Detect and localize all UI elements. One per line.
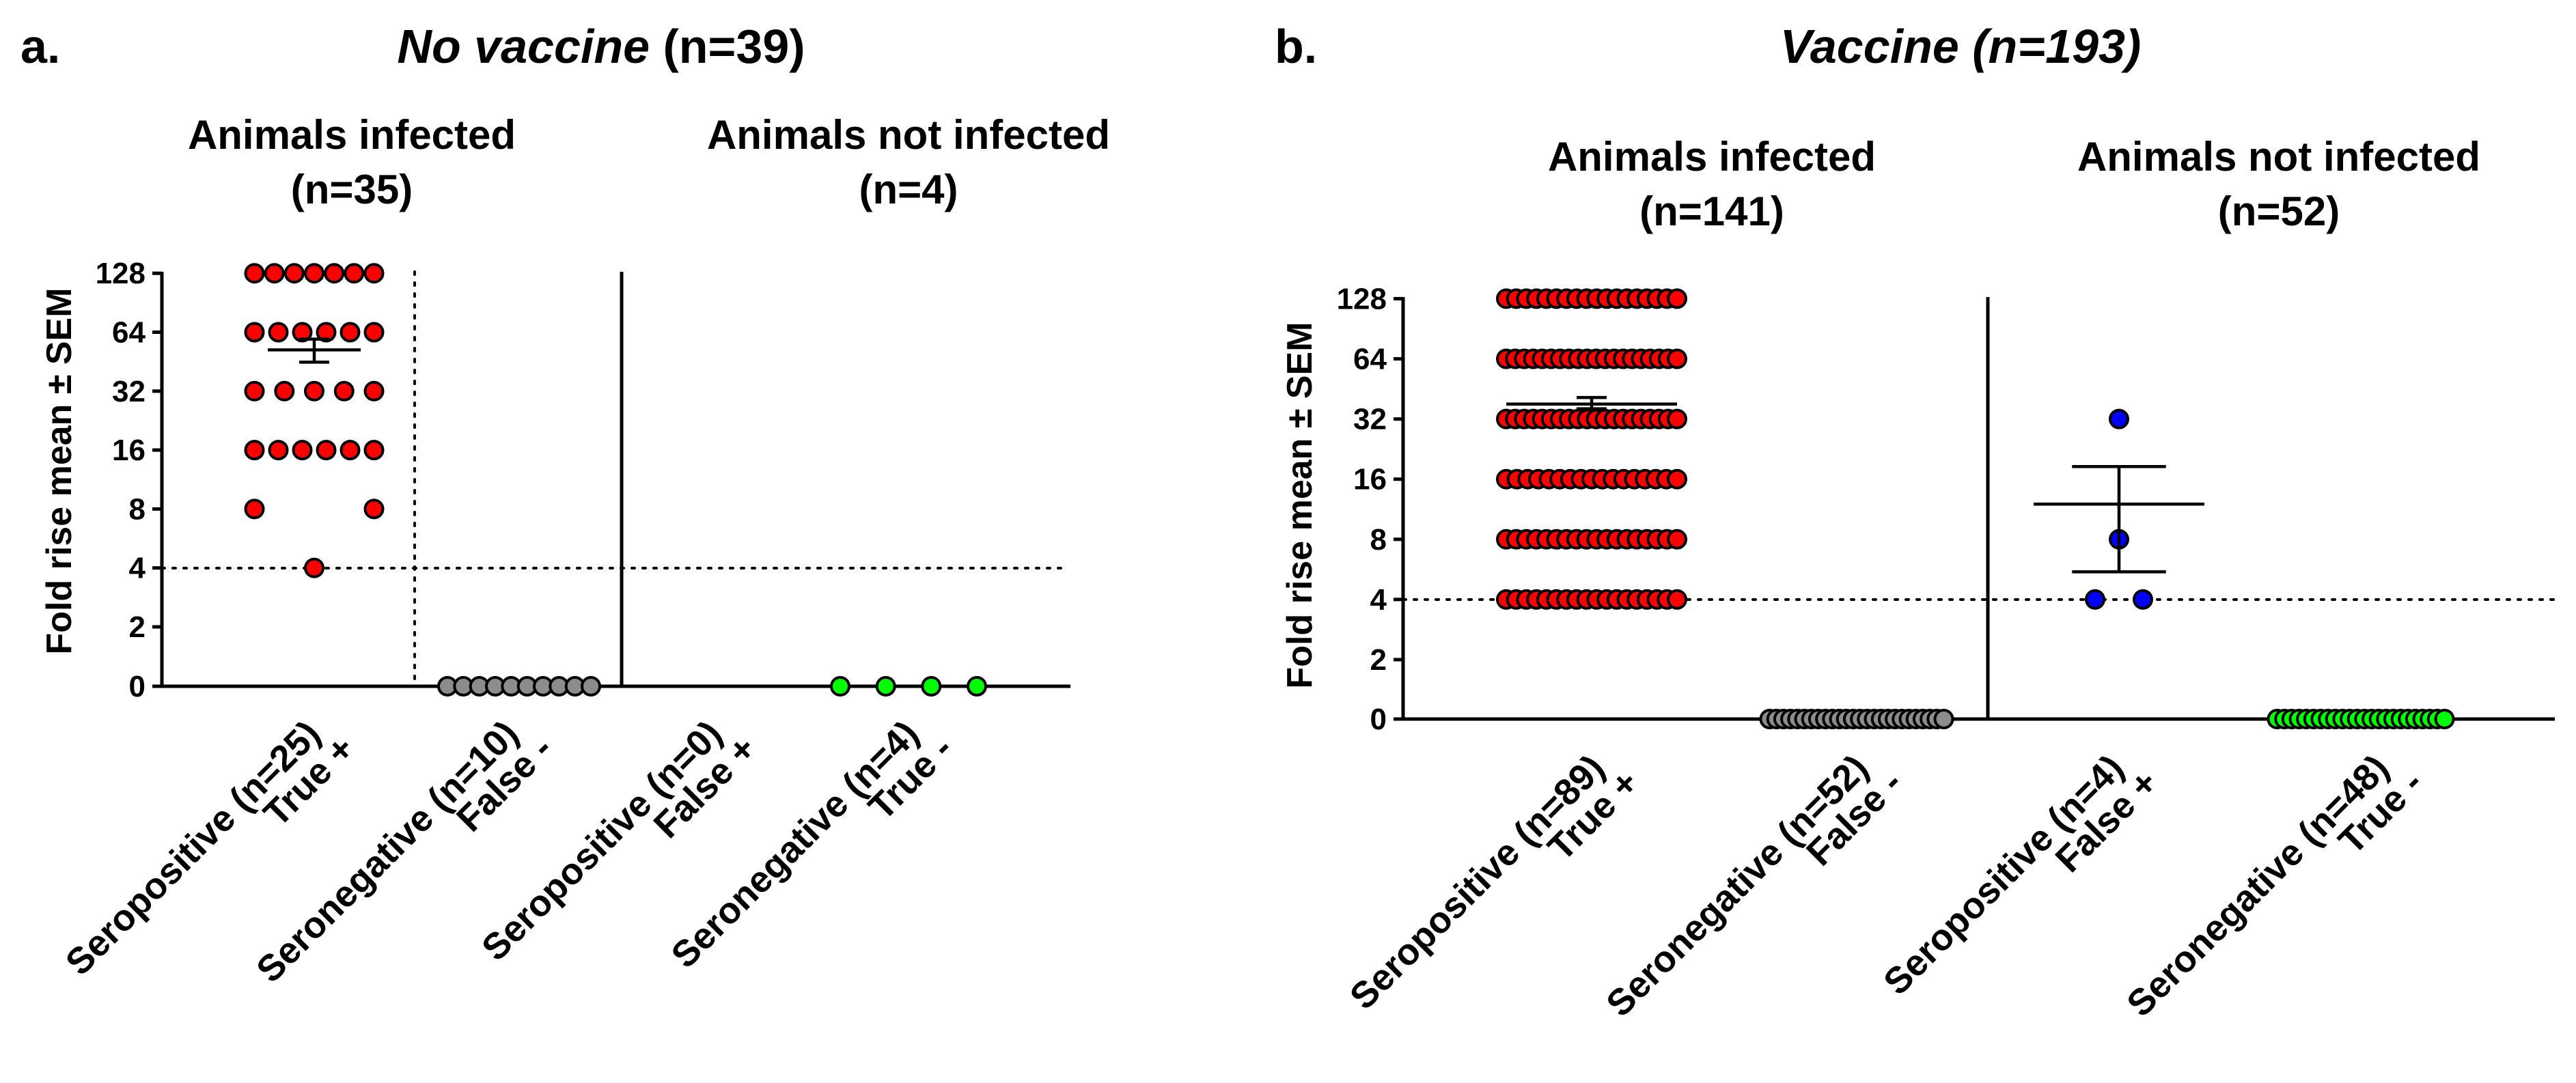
data-point xyxy=(292,322,313,343)
data-point xyxy=(304,557,324,578)
data-point xyxy=(316,322,337,343)
panel-a-group-not-infected: Animals not infected xyxy=(707,112,1110,158)
y-tick-label: 16 xyxy=(112,434,146,467)
y-tick-label: 4 xyxy=(129,552,146,585)
data-point xyxy=(921,676,942,697)
y-tick-label: 2 xyxy=(129,610,146,644)
panel-a-group-infected: Animals infected xyxy=(188,112,516,158)
data-point xyxy=(324,263,345,284)
data-point xyxy=(363,263,385,284)
data-point xyxy=(244,380,265,402)
panel-b-y-ticks: 0 2 4 8 16 32 64 128 xyxy=(1337,282,1403,736)
panel-b-group-infected-n: (n=141) xyxy=(1639,188,1784,234)
data-point xyxy=(333,380,355,402)
data-point xyxy=(1933,709,1954,729)
data-point xyxy=(264,263,285,284)
data-point xyxy=(304,263,324,284)
data-point xyxy=(363,498,385,520)
y-tick-label: 0 xyxy=(129,670,146,703)
panel-b-group-not-infected-n: (n=52) xyxy=(2218,188,2340,234)
y-tick-label: 64 xyxy=(1353,343,1387,376)
data-point xyxy=(316,440,337,461)
data-point xyxy=(363,380,385,402)
data-point xyxy=(244,440,265,461)
data-point xyxy=(304,380,324,402)
panel-b-cat-2-label: Seropositive (n=4) False + xyxy=(1876,747,2166,1003)
panel-a-points xyxy=(244,263,987,697)
panel-a-title: No vaccine (n=39) xyxy=(397,20,805,73)
panel-b-stats xyxy=(1506,395,2204,574)
data-point xyxy=(2434,709,2455,729)
data-point xyxy=(268,440,289,461)
panel-b-cat-0-line1: Seropositive (n=89) xyxy=(1342,747,1613,1017)
data-point xyxy=(340,322,361,343)
data-point xyxy=(274,380,295,402)
data-point xyxy=(2109,408,2129,430)
data-point xyxy=(340,440,361,461)
panel-b-letter: b. xyxy=(1275,20,1317,73)
data-point xyxy=(1667,288,1687,309)
y-tick-label: 32 xyxy=(112,375,146,408)
panel-a: a. No vaccine (n=39) Animals infected (n… xyxy=(20,20,1110,990)
panel-b-group-infected: Animals infected xyxy=(1548,134,1876,180)
panel-b-title: Vaccine (n=193) xyxy=(1780,20,2142,73)
panel-b-group-not-infected: Animals not infected xyxy=(2077,134,2480,180)
panel-b-guides xyxy=(1402,297,2556,719)
data-point xyxy=(363,440,385,461)
data-point xyxy=(2085,589,2105,610)
data-point xyxy=(967,676,987,697)
y-tick-label: 16 xyxy=(1353,463,1387,496)
data-point xyxy=(1667,529,1687,550)
panel-b-cat-3-label: Seronegative (n=48) True - xyxy=(2119,747,2430,1024)
y-tick-label: 0 xyxy=(1370,703,1387,736)
data-point xyxy=(344,263,365,284)
y-tick-label: 128 xyxy=(1337,282,1387,315)
data-point xyxy=(1667,348,1687,369)
panel-a-y-ticks: 0 2 4 8 16 32 64 128 xyxy=(96,257,162,703)
data-point xyxy=(1667,468,1687,490)
panel-b-y-axis-label: Fold rise mean ± SEM xyxy=(1280,322,1320,688)
data-point xyxy=(292,440,313,461)
data-point xyxy=(1667,408,1687,430)
panel-a-y-axis-label: Fold rise mean ± SEM xyxy=(40,287,79,654)
y-tick-label: 4 xyxy=(1370,583,1387,617)
data-point xyxy=(830,676,850,697)
y-tick-label: 8 xyxy=(1370,523,1387,557)
panel-b-cat-2-line1: Seropositive (n=4) xyxy=(1876,747,2132,1003)
data-point xyxy=(2133,589,2153,610)
panel-a-stats xyxy=(268,337,361,364)
panel-a-group-not-infected-n: (n=4) xyxy=(859,167,958,212)
data-point xyxy=(244,498,265,520)
panel-b-cat-1-label: Seronegative (n=52) False - xyxy=(1598,747,1910,1024)
panel-b: b. Vaccine (n=193) Animals infected (n=1… xyxy=(1275,20,2556,1024)
y-tick-label: 2 xyxy=(1370,643,1387,677)
data-point xyxy=(1667,589,1687,610)
data-point xyxy=(244,322,265,343)
data-point xyxy=(581,676,601,697)
panel-a-letter: a. xyxy=(20,20,60,73)
data-point xyxy=(283,263,305,284)
data-point xyxy=(244,263,265,284)
y-tick-label: 64 xyxy=(112,316,146,350)
data-point xyxy=(268,322,289,343)
panel-b-points xyxy=(1496,288,2455,729)
data-point xyxy=(363,322,385,343)
panel-a-guides xyxy=(161,270,1070,688)
data-point xyxy=(875,676,896,697)
y-tick-label: 32 xyxy=(1353,403,1387,436)
y-tick-label: 8 xyxy=(129,492,146,526)
panel-a-group-infected-n: (n=35) xyxy=(291,167,413,212)
panel-b-cat-0-label: Seropositive (n=89) True + xyxy=(1342,747,1647,1017)
y-tick-label: 128 xyxy=(96,257,146,290)
